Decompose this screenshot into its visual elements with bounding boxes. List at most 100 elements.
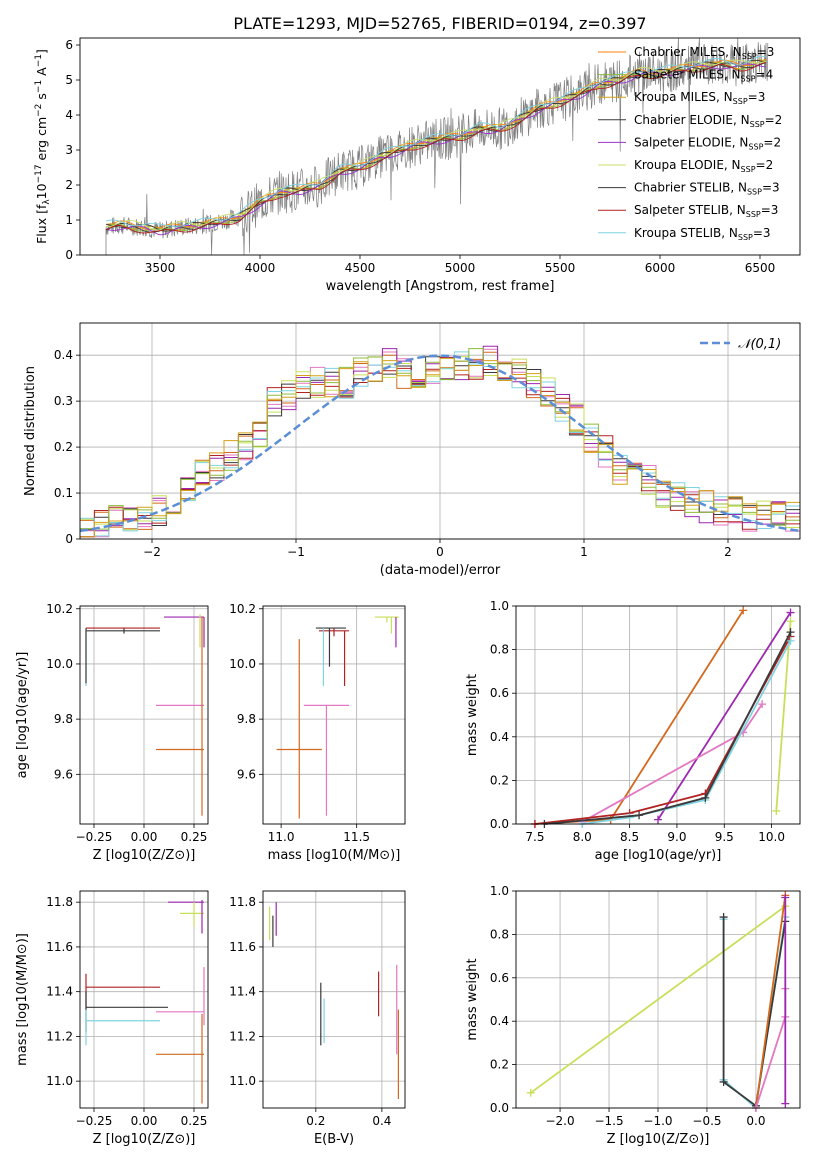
- mass_vs_EBV-tick-label-x: 0.2: [306, 1114, 325, 1128]
- age_vs_mass-tick-label-y: 10.0: [229, 657, 256, 671]
- spectrum-model-line: [105, 62, 767, 234]
- spectrum-tick-label-y: 1: [65, 213, 73, 227]
- residuals-xlabel: (data-model)/error: [380, 563, 501, 578]
- mass_weight_vs_age-tick-label-y: 0.6: [490, 686, 509, 700]
- spectrum-tick-label-x: 4500: [345, 261, 376, 275]
- legend-text: Salpeter MILES, N: [634, 68, 741, 82]
- legend-tail: =2: [765, 113, 783, 127]
- mass_vs_Z-frame: [79, 890, 209, 1109]
- mass_weight_vs_Z-series-line: [722, 917, 787, 1108]
- mass_weight_vs_age-point-marker: [701, 793, 710, 802]
- age_vs_mass-tick-label-x: 11.5: [343, 830, 370, 844]
- legend-subscript: SSP: [733, 97, 748, 106]
- mass_weight_vs_age-point-marker: [739, 606, 748, 615]
- legend-tail: =2: [756, 158, 774, 172]
- mass_vs_EBV-tick-label-y: 11.4: [229, 985, 256, 999]
- mass_weight_vs_age-tick-label-x: 9.5: [715, 830, 734, 844]
- mass_weight_vs_age-ylabel: mass weight: [465, 674, 480, 756]
- mass_vs_EBV-axes: 0.2 0.4 11.0 11.2 11.4 11.6 11.8: [229, 891, 405, 1128]
- spectrum-tick-label-y: 6: [65, 38, 73, 52]
- mass_weight_vs_Z-tick-label-x: −0.5: [692, 1114, 721, 1128]
- mass_weight_vs_age-point-marker: [654, 815, 662, 824]
- age_vs_mass-axes: 11.0 11.5 9.6 9.8 10.0 10.2: [229, 602, 405, 844]
- spectrum-legend-label: Kroupa MILES, NSSP=3: [634, 90, 765, 106]
- mass_weight_vs_Z-axes: −2.0 −1.5 −1.0 −0.5 0.0 0.0 0.2 0.4 0.6 0.8 1.0: [490, 884, 800, 1128]
- mass_weight_vs_age-point-marker: [786, 608, 795, 617]
- residuals-tick-label-x: 1: [580, 545, 588, 559]
- residuals-tick-label-x: −1: [287, 545, 305, 559]
- ylabel-part: erg cm: [34, 117, 49, 165]
- mass_weight_vs_age-tick-label-y: 0.0: [490, 817, 509, 831]
- age_vs_Z-ylabel: age [log10(age/yr)]: [15, 652, 30, 779]
- mass_weight_vs_age-point-marker: [635, 811, 644, 820]
- spectrum-legend-label: Kroupa ELODIE, NSSP=2: [634, 158, 773, 174]
- age_vs_Z-tick-label-y: 10.0: [46, 657, 73, 671]
- residual-legend-label: 𝒩(0,1): [738, 337, 781, 352]
- spectrum-tick-label-y: 3: [65, 143, 73, 157]
- ylabel-part: −1: [34, 54, 44, 67]
- mass_weight_vs_Z-tick-label-y: 0.4: [490, 1014, 509, 1028]
- mass_vs_Z-tick-label-y: 11.0: [46, 1074, 73, 1088]
- ylabel-part: Flux [f: [34, 204, 49, 244]
- mass_weight_vs_age-axes: 7.5 8.0 8.5 9.0 9.5 10.0 0.0 0.2 0.4 0.6 0.8 1.0: [490, 599, 800, 844]
- mass_vs_Z-ylabel: mass [log10(M/M⊙)]: [15, 933, 30, 1066]
- age_vs_Z-tick-label-y: 9.6: [54, 767, 73, 781]
- mass_weight_vs_Z-point-marker: [781, 1099, 790, 1108]
- mass_weight_vs_age-tick-label-y: 0.8: [490, 643, 509, 657]
- age_vs_Z-xlabel: Z [log10(Z/Z⊙)]: [93, 848, 196, 863]
- mass_weight_vs_age-point-marker: [625, 813, 634, 822]
- mass_weight_vs_age-tick-label-y: 0.4: [490, 730, 509, 744]
- spectrum-tick-label-x: 4000: [245, 261, 276, 275]
- mass_weight_vs_age-tick-label-x: 8.5: [620, 830, 639, 844]
- legend-subscript: SSP: [747, 188, 762, 197]
- mass_weight_vs_age-tick-label-x: 9.0: [667, 830, 686, 844]
- mass_weight_vs_Z-xlabel: Z [log10(Z/Z⊙)]: [607, 1132, 710, 1147]
- legend-tail: =3: [757, 45, 775, 59]
- spectrum-frame: [79, 37, 801, 256]
- mass_weight_vs_Z-tick-label-y: 0.2: [490, 1058, 509, 1072]
- spectrum-legend-label: Kroupa STELIB, NSSP=3: [634, 226, 771, 242]
- mass_vs_EBV-frame: [262, 890, 406, 1109]
- residuals-tick-label-x: 0: [436, 545, 444, 559]
- mass_weight_vs_age-plot-area: [516, 606, 800, 824]
- mass_vs_Z-xlabel: Z [log10(Z/Z⊙)]: [93, 1132, 196, 1147]
- spectrum-model-line: [105, 59, 767, 231]
- spectrum-legend-label: Salpeter STELIB, NSSP=3: [634, 203, 778, 219]
- mass_weight_vs_age-series-line: [544, 631, 792, 825]
- legend-subscript: SSP: [746, 210, 761, 219]
- mass_weight_vs_age-point-marker: [786, 636, 795, 645]
- ylabel-part: A: [34, 67, 49, 80]
- mass_weight_vs_Z-tick-label-x: 0.0: [746, 1114, 765, 1128]
- mass_weight_vs_age-tick-label-y: 0.2: [490, 773, 509, 787]
- legend-subscript: SSP: [741, 165, 756, 174]
- mass_weight_vs_Z-tick-label-y: 0.8: [490, 927, 509, 941]
- residual-histogram-step: [80, 351, 800, 537]
- spectrum-model-line: [105, 61, 767, 233]
- legend-tail: =3: [762, 181, 780, 195]
- mass_weight_vs_Z-point-marker: [781, 893, 790, 902]
- mass_weight_vs_age-tick-label-y: 1.0: [490, 599, 509, 613]
- mass_weight_vs_age-point-marker: [786, 617, 795, 626]
- mass_vs_EBV-tick-label-y: 11.8: [229, 895, 256, 909]
- residuals-tick-label-y: 0.2: [54, 440, 73, 454]
- age_vs_Z-tick-label-y: 10.2: [46, 602, 73, 616]
- mass_weight_vs_Z-tick-label-x: −2.0: [545, 1114, 574, 1128]
- mass_weight_vs_Z-tick-label-x: −1.0: [643, 1114, 672, 1128]
- spectrum-tick-label-y: 0: [65, 248, 73, 262]
- spectrum-tick-label-x: 6500: [745, 261, 776, 275]
- age_vs_Z-tick-label-y: 9.8: [54, 712, 73, 726]
- spectrum-tick-label-x: 5000: [445, 261, 476, 275]
- spectrum-legend-label: Chabrier STELIB, NSSP=3: [634, 181, 780, 197]
- age_vs_Z-tick-label-x: −0.25: [76, 830, 113, 844]
- ylabel-part: −1: [34, 80, 44, 93]
- age_vs_Z-frame: [79, 605, 209, 825]
- age_vs_mass-tick-label-x: 11.0: [268, 830, 295, 844]
- mass_weight_vs_age-tick-label-x: 8.0: [573, 830, 592, 844]
- age_vs_mass-tick-label-y: 10.2: [229, 602, 256, 616]
- age_vs_mass-tick-label-y: 9.6: [237, 767, 256, 781]
- age_vs_mass-xlabel: mass [log10(M/M⊙)]: [268, 848, 401, 863]
- mass_vs_Z-tick-label-y: 11.4: [46, 985, 73, 999]
- age_vs_mass-frame: [262, 605, 406, 825]
- ylabel-part: ]: [34, 49, 49, 54]
